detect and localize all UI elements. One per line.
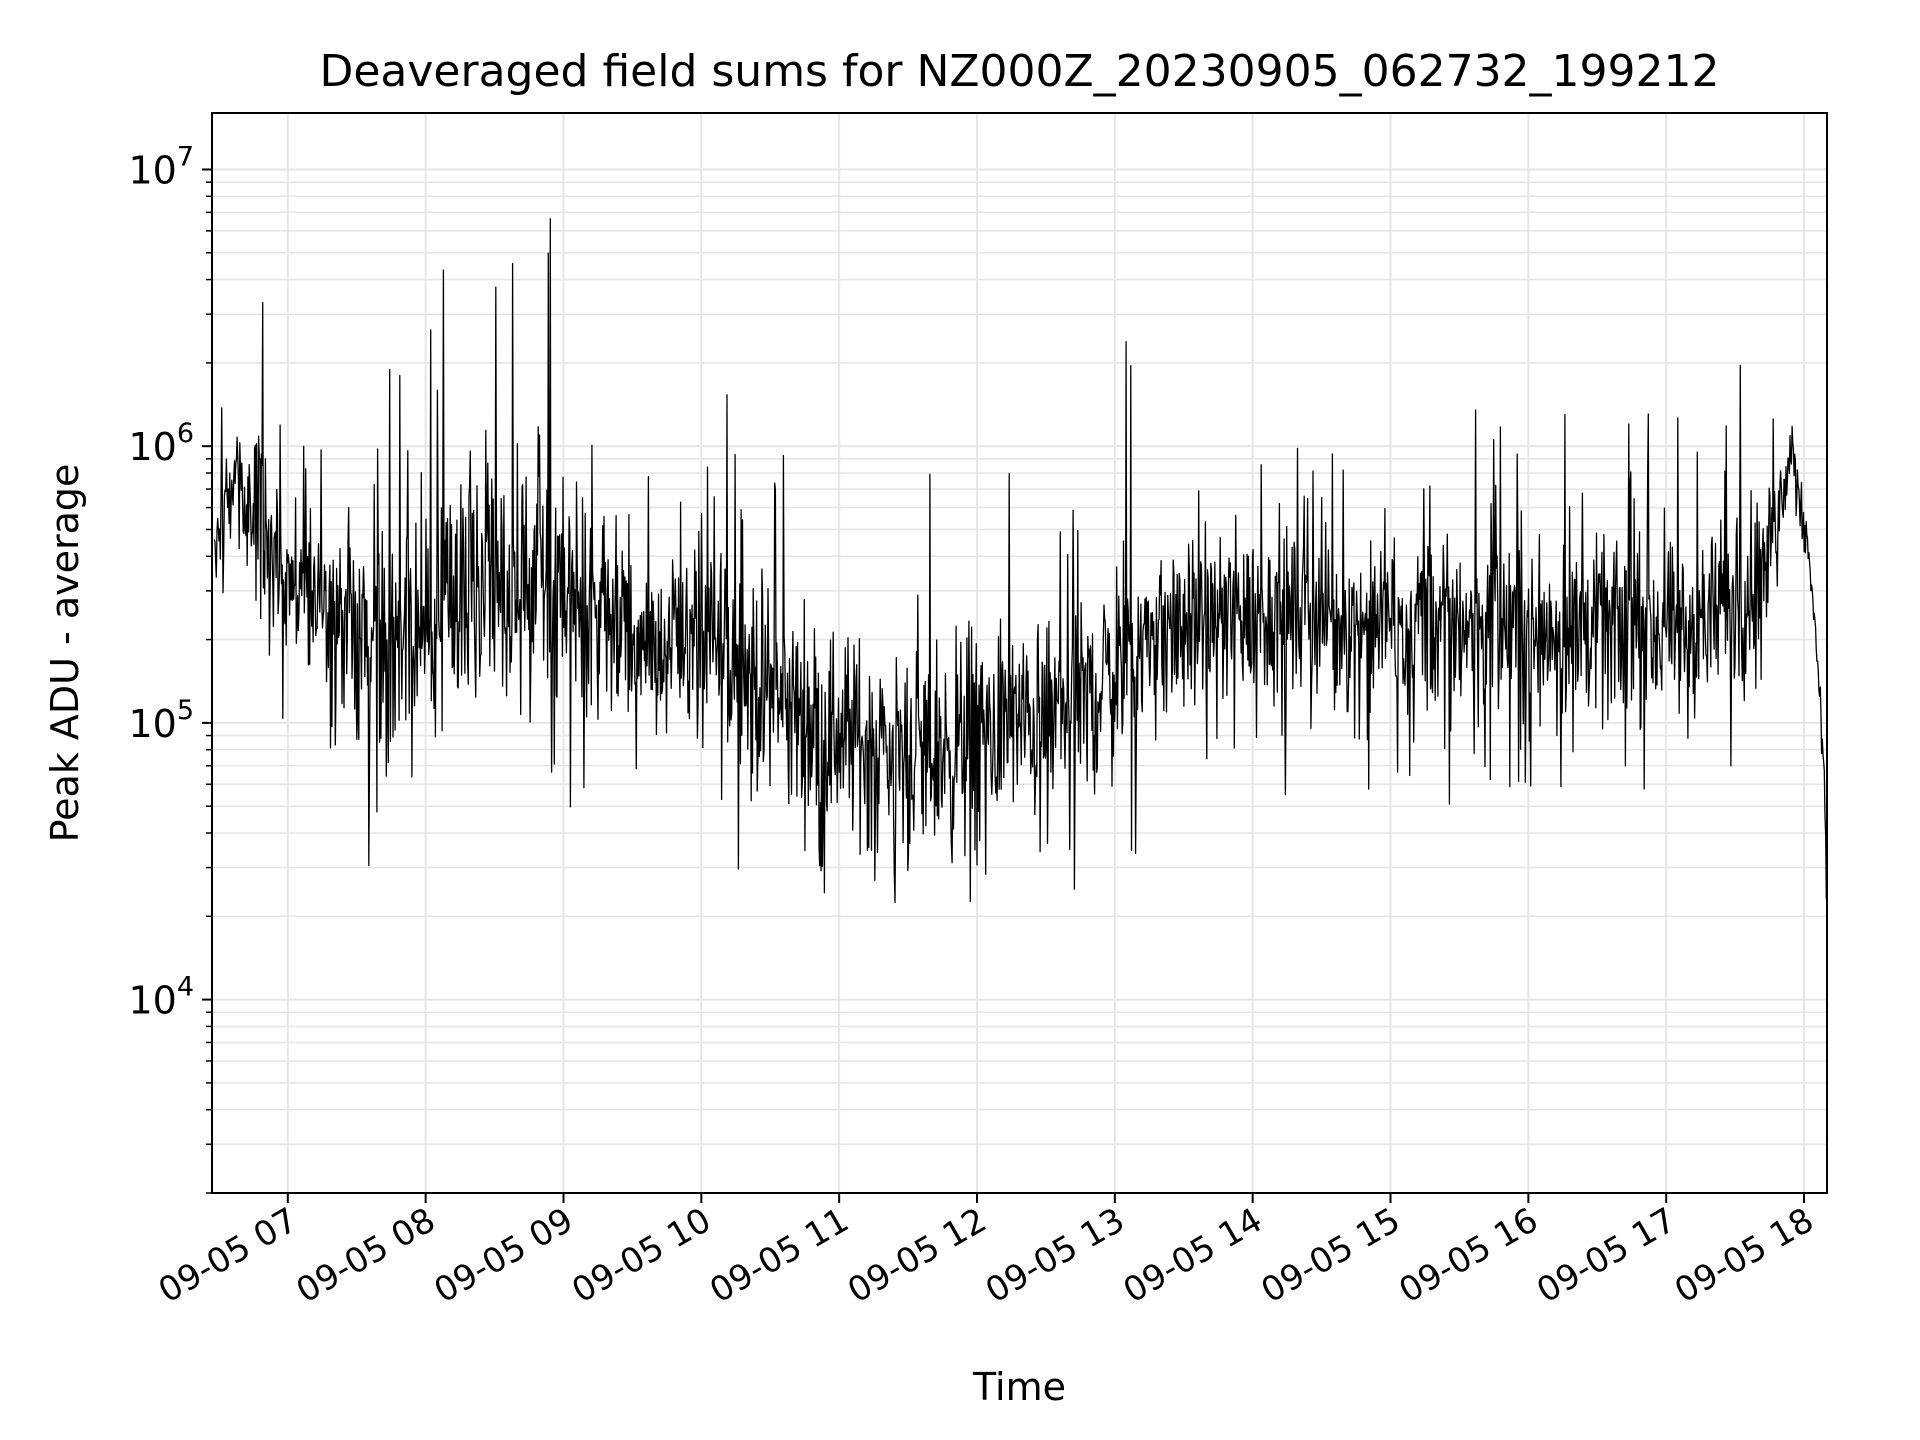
y-tick-exponent: 7 xyxy=(177,141,194,172)
y-tick-base: 10 xyxy=(128,702,176,746)
y-tick-exponent: 4 xyxy=(177,972,194,1003)
y-tick-base: 10 xyxy=(128,979,176,1023)
x-axis-label: Time xyxy=(972,1365,1066,1409)
chart-title: Deaveraged field sums for NZ000Z_2023090… xyxy=(319,46,1719,97)
y-tick-label: 104 xyxy=(128,972,194,1023)
plot-area xyxy=(213,218,1828,904)
series-line xyxy=(213,218,1828,904)
y-axis-label: Peak ADU - average xyxy=(43,464,87,843)
y-tick-label: 107 xyxy=(128,141,194,192)
axes-frame xyxy=(211,112,1828,1194)
grid xyxy=(212,113,1827,1194)
y-tick-label: 106 xyxy=(128,418,194,469)
y-tick-exponent: 6 xyxy=(177,418,194,449)
y-tick-base: 10 xyxy=(128,148,176,192)
y-tick-exponent: 5 xyxy=(177,695,194,726)
y-tick-base: 10 xyxy=(128,425,176,469)
y-tick-label: 105 xyxy=(128,695,194,746)
